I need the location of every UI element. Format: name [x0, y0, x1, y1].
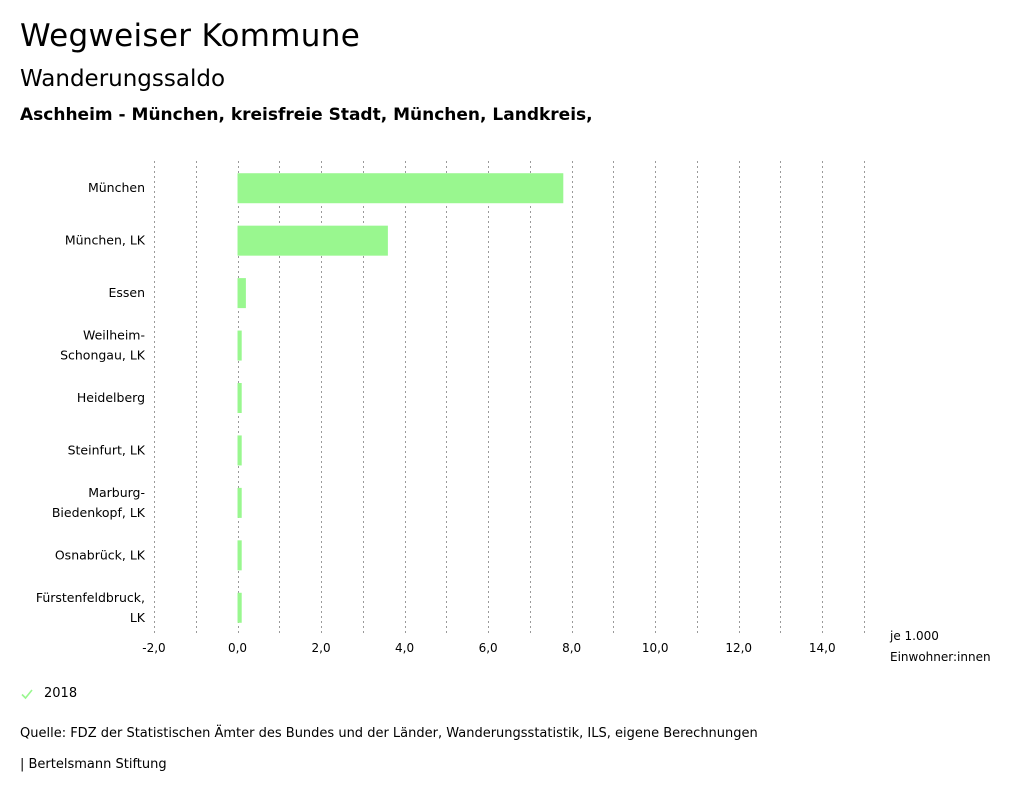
bar — [237, 173, 564, 204]
x-tick-label: 8,0 — [562, 641, 581, 655]
x-axis-unit-label: Einwohner:innen — [890, 650, 991, 664]
x-tick-label: 0,0 — [228, 641, 247, 655]
bar — [237, 540, 242, 571]
category-label: Osnabrück, LK — [55, 547, 146, 562]
category-label: Heidelberg — [77, 390, 145, 405]
x-tick-label: 14,0 — [809, 641, 836, 655]
category-label: München, LK — [65, 233, 146, 248]
bar — [237, 592, 242, 623]
category-label: Steinfurt, LK — [68, 442, 146, 457]
category-label: München — [88, 180, 145, 195]
x-tick-label: 6,0 — [479, 641, 498, 655]
bar — [237, 225, 388, 256]
x-axis-unit-label: je 1.000 — [889, 629, 939, 643]
bar — [237, 487, 242, 518]
x-tick-label: 2,0 — [312, 641, 331, 655]
bar — [237, 435, 242, 466]
chart-subtitle: Wanderungssaldo — [20, 66, 226, 92]
x-tick-label: 4,0 — [395, 641, 414, 655]
x-tick-label: 12,0 — [725, 641, 752, 655]
region-selector-label[interactable]: Aschheim - München, kreisfreie Stadt, Mü… — [20, 105, 600, 125]
category-label: Weilheim- — [83, 328, 145, 343]
credit-note[interactable]: | Bertelsmann Stiftung — [20, 757, 167, 772]
category-label: Marburg- — [88, 485, 145, 500]
bar — [237, 330, 242, 361]
x-tick-label: -2,0 — [142, 641, 165, 655]
page-title: Wegweiser Kommune — [20, 18, 361, 54]
bar — [237, 278, 246, 309]
bar-chart: -2,0 0,0 2,0 4,0 6,0 8,0 10,0 12,0 14,0 je 1.000 E… — [36, 161, 991, 664]
bar — [237, 383, 242, 413]
category-label: Essen — [108, 285, 145, 300]
source-note: Quelle: FDZ der Statistischen Ämter des … — [20, 726, 758, 741]
legend-item-2018[interactable]: 2018 — [20, 686, 77, 701]
x-tick-label: 10,0 — [642, 641, 669, 655]
category-label: Biedenkopf, LK — [52, 505, 146, 520]
legend-label: 2018 — [44, 686, 78, 701]
category-label: LK — [130, 610, 146, 625]
category-label: Fürstenfeldbruck, — [36, 590, 145, 605]
check-icon — [21, 688, 33, 699]
category-label: Schongau, LK — [60, 348, 146, 363]
